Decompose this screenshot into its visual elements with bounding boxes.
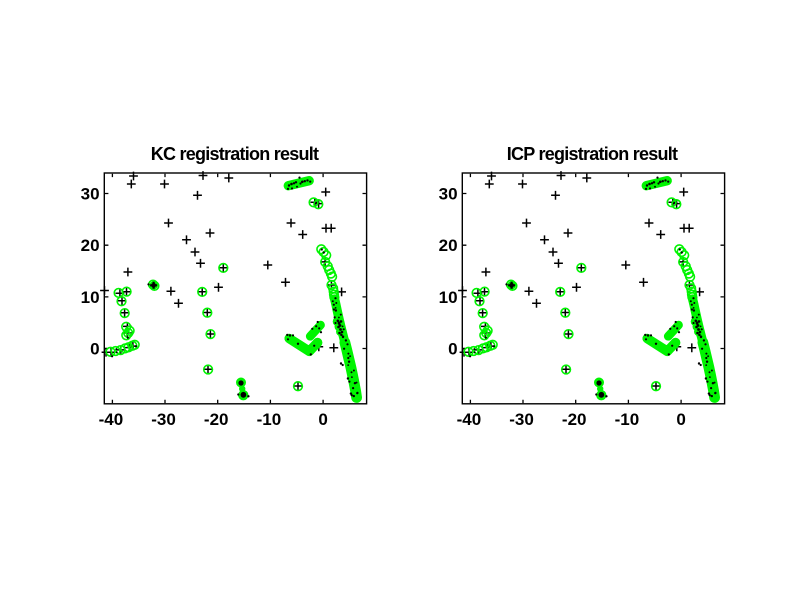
svg-text:30: 30 — [439, 184, 458, 203]
svg-text:0: 0 — [318, 410, 327, 429]
svg-text:-20: -20 — [562, 410, 587, 429]
svg-text:-10: -10 — [615, 410, 640, 429]
svg-text:20: 20 — [81, 236, 100, 255]
svg-text:ICP registration result: ICP registration result — [507, 144, 678, 164]
svg-text:10: 10 — [81, 288, 100, 307]
svg-text:-40: -40 — [99, 410, 124, 429]
svg-text:30: 30 — [81, 184, 100, 203]
svg-text:KC registration result: KC registration result — [151, 144, 319, 164]
svg-text:-30: -30 — [509, 410, 534, 429]
svg-text:-20: -20 — [204, 410, 229, 429]
svg-text:20: 20 — [439, 236, 458, 255]
svg-text:10: 10 — [439, 288, 458, 307]
svg-text:0: 0 — [676, 410, 685, 429]
svg-text:0: 0 — [90, 339, 99, 358]
svg-text:0: 0 — [448, 339, 457, 358]
svg-text:-40: -40 — [457, 410, 482, 429]
svg-text:-10: -10 — [257, 410, 282, 429]
svg-text:-30: -30 — [151, 410, 176, 429]
